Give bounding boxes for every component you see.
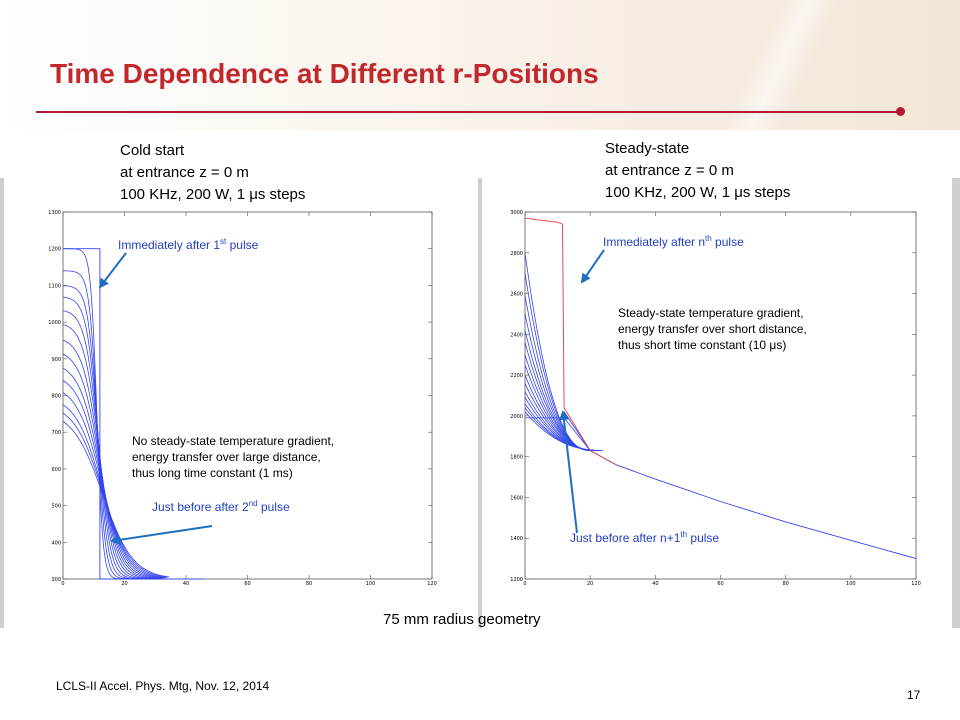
series-line-pulse-tail	[563, 407, 617, 466]
annotation-tail: pulse	[711, 235, 744, 249]
series-line-decay	[62, 367, 162, 579]
annotation-text: Just before after n+1	[570, 531, 681, 545]
annotation-text: Immediately after n	[603, 235, 706, 249]
y-tick-label: 2400	[510, 332, 523, 338]
left-caption-line: Cold start	[120, 142, 185, 159]
right-caption: Steady-state at entrance z = 0 m 100 KHz…	[605, 138, 790, 204]
annotation-tail: pulse	[687, 531, 720, 545]
note-line: No steady-state temperature gradient,	[132, 434, 335, 448]
y-tick-label: 1800	[510, 455, 523, 461]
y-tick-label: 300	[51, 577, 61, 583]
y-tick-label: 1000	[48, 320, 61, 326]
figure-left-edge	[0, 178, 4, 628]
y-tick-label: 2600	[510, 292, 523, 298]
left-caption: Cold start at entrance z = 0 m 100 KHz, …	[120, 140, 305, 206]
x-tick-label: 120	[427, 581, 437, 587]
series-line-decay	[62, 324, 157, 580]
y-tick-label: 1300	[48, 210, 61, 216]
arrow-nth-pulse	[580, 249, 605, 284]
x-tick-label: 20	[587, 581, 593, 587]
annotation-tail: pulse	[226, 238, 259, 252]
y-tick-label: 1600	[510, 495, 523, 501]
arrow-second-pulse	[110, 525, 213, 545]
title-underline	[36, 111, 900, 113]
annotation-sup: st	[220, 237, 227, 246]
arrow-first-pulse	[98, 252, 127, 289]
series-line-just-before	[525, 417, 591, 451]
left-annotation-first-pulse: Immediately after 1st pulse	[118, 237, 258, 252]
x-tick-label: 20	[121, 581, 127, 587]
x-tick-label: 80	[306, 581, 312, 587]
annotation-text: Immediately after 1	[118, 238, 221, 252]
x-tick-label: 120	[911, 581, 921, 587]
y-tick-label: 1200	[48, 247, 61, 253]
y-tick-label: 500	[51, 504, 61, 510]
x-tick-label: 80	[782, 581, 788, 587]
y-tick-label: 400	[51, 540, 61, 546]
right-annotation-nth-pulse: Immediately after nth pulse	[603, 234, 744, 249]
right-annotation-next-pulse: Just before after n+1th pulse	[570, 530, 719, 545]
series-line-decay	[62, 404, 167, 578]
x-tick-label: 40	[183, 581, 189, 587]
annotation-tail: pulse	[257, 500, 290, 514]
footer-text: LCLS-II Accel. Phys. Mtg, Nov. 12, 2014	[56, 679, 270, 693]
x-tick-label: 0	[523, 581, 526, 587]
y-tick-label: 2200	[510, 373, 523, 379]
left-caption-line: 100 KHz, 200 W, 1 μs steps	[120, 186, 306, 203]
y-tick-label: 2000	[510, 414, 523, 420]
x-tick-label: 100	[366, 581, 376, 587]
series-line-decay	[62, 310, 156, 580]
left-caption-line: at entrance z = 0 m	[120, 164, 249, 181]
annotation-sup: th	[680, 530, 688, 539]
annotation-sup: th	[705, 234, 712, 243]
y-tick-label: 1400	[510, 536, 523, 542]
x-tick-label: 100	[846, 581, 856, 587]
header-decoration	[700, 0, 840, 130]
annotation-sup: nd	[248, 499, 258, 508]
x-tick-label: 60	[244, 581, 250, 587]
y-tick-label: 800	[51, 394, 61, 400]
y-tick-label: 1100	[48, 283, 61, 289]
left-annotation-second-pulse: Just before after 2nd pulse	[152, 499, 290, 514]
note-line: energy transfer over large distance,	[132, 450, 321, 464]
right-caption-line: at entrance z = 0 m	[605, 162, 734, 179]
note-line: energy transfer over short distance,	[618, 322, 807, 336]
y-tick-label: 3000	[510, 210, 523, 216]
series-line-decay	[62, 296, 154, 580]
y-tick-label: 600	[51, 467, 61, 473]
left-note: No steady-state temperature gradient, en…	[132, 433, 334, 481]
left-temperature-chart: 0 20 40 60 80 100 120 300 400 500 600 700 800 900 1000…	[48, 210, 437, 587]
y-tick-label: 900	[51, 357, 61, 363]
right-caption-line: 100 KHz, 200 W, 1 μs steps	[605, 184, 791, 201]
note-line: thus short time constant (10 μs)	[618, 338, 787, 352]
x-tick-label: 60	[717, 581, 723, 587]
annotation-text: Just before after 2	[152, 500, 249, 514]
series-line-decay	[62, 353, 160, 579]
series-line-pulse	[524, 217, 565, 408]
series-line-decay	[62, 339, 159, 580]
figure-right-edge	[952, 178, 960, 628]
note-line: thus long time constant (1 ms)	[132, 466, 293, 480]
y-tick-label: 1200	[510, 577, 523, 583]
title-underline-dot	[896, 107, 905, 116]
note-line: Steady-state temperature gradient,	[618, 306, 804, 320]
series-line-decay	[62, 421, 170, 578]
page-number: 17	[907, 688, 921, 702]
right-caption-line: Steady-state	[605, 140, 690, 157]
y-tick-label: 2800	[510, 251, 523, 257]
x-tick-label: 40	[652, 581, 658, 587]
x-tick-label: 0	[61, 581, 64, 587]
right-note: Steady-state temperature gradient, energ…	[618, 305, 807, 353]
figure-divider	[478, 178, 482, 628]
arrow-next-pulse	[558, 410, 578, 534]
y-tick-label: 700	[51, 430, 61, 436]
geometry-caption: 75 mm radius geometry	[383, 611, 541, 628]
slide-title: Time Dependence at Different r-Positions	[50, 58, 599, 89]
series-line-decay	[62, 380, 163, 579]
